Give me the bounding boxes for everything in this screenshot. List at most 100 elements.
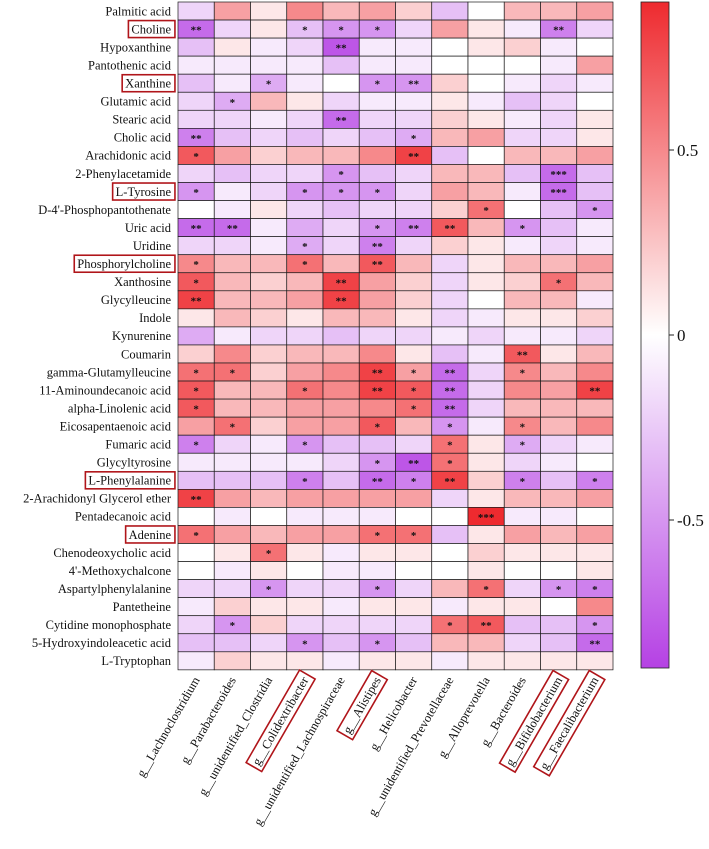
- heatmap-cell: [286, 416, 324, 436]
- heatmap-cell: [213, 146, 251, 165]
- heatmap-cell: [177, 633, 215, 653]
- heatmap-cell: [576, 19, 614, 39]
- heatmap-cell: [503, 272, 541, 292]
- heatmap-cell: [358, 651, 396, 671]
- heatmap-cell: [540, 597, 578, 617]
- significance-marker: *: [302, 187, 308, 199]
- significance-marker: **: [372, 259, 384, 271]
- heatmap-cell: [250, 525, 288, 544]
- significance-marker: *: [556, 277, 562, 289]
- heatmap-cell: [358, 164, 396, 183]
- heatmap-cell: [395, 182, 433, 201]
- heatmap-cell: [286, 73, 324, 93]
- row-label-gamma-glutamylleucine: gamma-Glutamylleucine: [47, 365, 172, 379]
- heatmap-cell: [322, 543, 360, 562]
- heatmap-cell: [322, 470, 360, 490]
- heatmap-cell: [358, 489, 396, 508]
- significance-marker: *: [375, 223, 381, 235]
- heatmap-cell: [395, 37, 433, 57]
- heatmap-cell: [431, 37, 469, 57]
- heatmap-cell: [395, 416, 433, 436]
- heatmap-cell: [322, 362, 360, 382]
- heatmap-cell: [322, 579, 360, 598]
- heatmap-cell: [503, 236, 541, 256]
- row-label-glycyltyrosine: Glycyltyrosine: [97, 456, 172, 470]
- heatmap-cell: [250, 597, 288, 617]
- heatmap-cell: [322, 128, 360, 147]
- significance-marker: *: [230, 620, 236, 632]
- heatmap-cell: [395, 561, 433, 580]
- heatmap-cell: [177, 73, 215, 93]
- significance-marker: *: [447, 440, 453, 452]
- heatmap-cell: [286, 452, 324, 472]
- heatmap-cell: [177, 1, 215, 21]
- heatmap-cell: [286, 128, 324, 147]
- heatmap-cell: [431, 164, 469, 183]
- significance-marker: *: [375, 422, 381, 434]
- heatmap-cell: [576, 128, 614, 147]
- heatmap-cell: [503, 507, 541, 526]
- significance-marker: *: [375, 79, 381, 91]
- heatmap-cell: [431, 146, 469, 165]
- heatmap-cell: [322, 615, 360, 635]
- heatmap-cell: [177, 543, 215, 562]
- heatmap-cell: [467, 73, 505, 93]
- heatmap-cell: [576, 73, 614, 93]
- colorbar-gradient: [640, 1, 670, 669]
- significance-marker: *: [411, 530, 417, 542]
- significance-marker: *: [338, 187, 344, 199]
- heatmap-cell: [540, 561, 578, 580]
- heatmap-cell: [395, 651, 433, 671]
- heatmap-cell: [322, 73, 360, 93]
- heatmap-cell: [576, 91, 614, 111]
- heatmap-cell: [213, 73, 251, 93]
- significance-marker: *: [193, 368, 199, 380]
- heatmap-cell: [213, 452, 251, 472]
- heatmap-cell: [213, 344, 251, 364]
- heatmap-cell: [322, 633, 360, 653]
- heatmap-cell: [431, 91, 469, 111]
- heatmap-cell: [467, 182, 505, 201]
- significance-marker: *: [302, 259, 308, 271]
- significance-marker: *: [266, 79, 272, 91]
- heatmap-cell: [213, 272, 251, 292]
- heatmap-cell: [431, 543, 469, 562]
- heatmap-cell: [467, 434, 505, 454]
- heatmap-cell: [540, 344, 578, 364]
- heatmap-cell: [503, 633, 541, 653]
- heatmap-cell: [467, 55, 505, 75]
- heatmap-cell: [540, 128, 578, 147]
- heatmap-cell: [213, 182, 251, 201]
- significance-marker: **: [408, 223, 420, 235]
- heatmap-cell: [431, 1, 469, 21]
- heatmap-cell: [540, 146, 578, 165]
- heatmap-cell: [540, 290, 578, 310]
- heatmap-cell: [467, 326, 505, 346]
- significance-marker: **: [336, 115, 348, 127]
- heatmap-cell: [395, 615, 433, 635]
- significance-marker: **: [444, 386, 456, 398]
- significance-marker: **: [336, 43, 348, 55]
- significance-marker: *: [375, 638, 381, 650]
- heatmap-cell: [395, 326, 433, 346]
- column-label-g-lachnoclostridium: g__Lachnoclostridium: [134, 674, 203, 779]
- significance-marker: **: [444, 368, 456, 380]
- significance-marker: *: [447, 620, 453, 632]
- heatmap-cell: [503, 109, 541, 129]
- heatmap-cell: [177, 416, 215, 436]
- heatmap-cell: [467, 597, 505, 617]
- significance-marker: *: [302, 241, 308, 253]
- row-label-glycylleucine: Glycylleucine: [101, 293, 172, 307]
- heatmap-cell: [431, 579, 469, 598]
- heatmap-cell: [395, 109, 433, 129]
- row-label-coumarin: Coumarin: [121, 347, 172, 361]
- heatmap-cell: [576, 1, 614, 21]
- heatmap-cell: [322, 651, 360, 671]
- heatmap-cell: [286, 272, 324, 292]
- heatmap-cell: [503, 326, 541, 346]
- heatmap-cell: [431, 236, 469, 256]
- heatmap-cell: [467, 272, 505, 292]
- heatmap-cell: [286, 308, 324, 328]
- heatmap-cell: [431, 344, 469, 364]
- heatmap-cell: [177, 507, 215, 526]
